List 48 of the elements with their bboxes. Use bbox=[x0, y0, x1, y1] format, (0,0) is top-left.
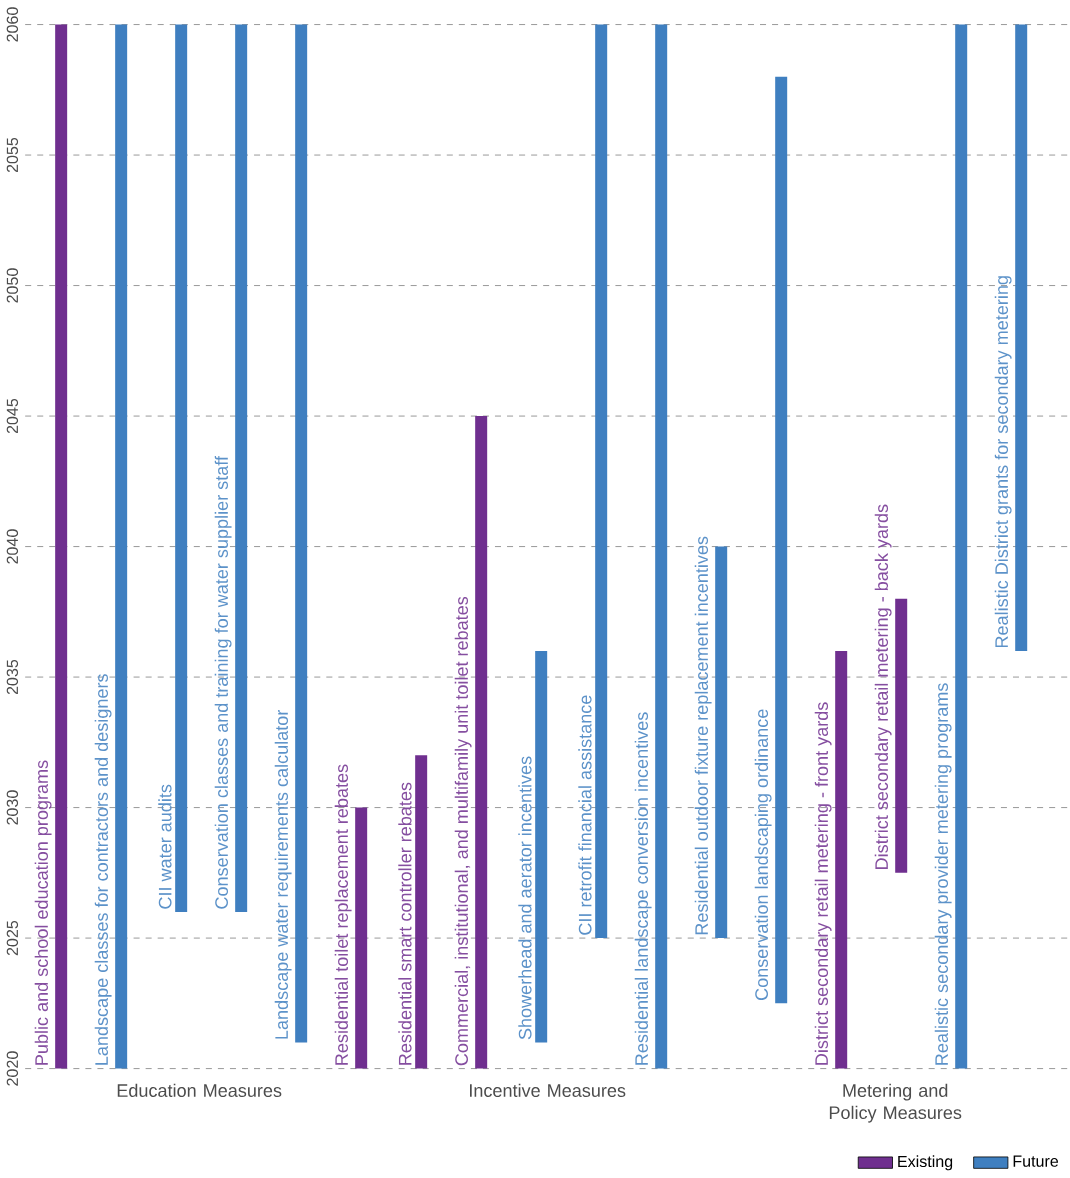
y-tick-label: 2040 bbox=[6, 529, 19, 564]
x-tick-label: Residential smart controller rebates bbox=[398, 782, 412, 1065]
x-tick-label: CII water audits bbox=[158, 784, 172, 909]
x-tick-label: District secondary retail metering - front yards bbox=[814, 702, 832, 1065]
x-tick-label: Landscape water requirements calculator bbox=[274, 709, 292, 1039]
y-tick-label: 2055 bbox=[6, 137, 19, 173]
legend-label: Future bbox=[1013, 1155, 1059, 1167]
y-tick-label: 2060 bbox=[6, 7, 19, 42]
x-tick-label: Commercial, institutional, and multifamily unit toilet rebates bbox=[454, 596, 472, 1066]
legend-label: Existing bbox=[898, 1155, 953, 1171]
bar bbox=[415, 755, 428, 1069]
x-tick-label: District secondary retail metering - back yards bbox=[874, 504, 892, 869]
bar bbox=[895, 598, 908, 873]
bar bbox=[1015, 24, 1028, 651]
x-tick-label: Realistic secondary provider metering programs bbox=[934, 683, 952, 1065]
y-tick-label: 2025 bbox=[6, 920, 19, 956]
x-tick-label: Residential toilet replacement rebates bbox=[334, 764, 352, 1065]
x-tick-label: Realistic District grants for secondary metering bbox=[994, 276, 1012, 648]
bar bbox=[715, 546, 728, 939]
y-tick-label: 2045 bbox=[6, 398, 19, 434]
y-tick-label: 2035 bbox=[6, 659, 19, 695]
x-tick-label: Residential outdoor fixture replacement incentives bbox=[694, 536, 712, 935]
x-tick-label: Public and school education programs bbox=[34, 760, 52, 1065]
y-tick-label: 2020 bbox=[6, 1051, 19, 1086]
bar bbox=[835, 650, 848, 1069]
text: Education Measures bbox=[117, 1083, 282, 1097]
bar bbox=[775, 76, 788, 1004]
x-tick-label: Conservation landscaping ordinance bbox=[754, 709, 772, 1001]
bar bbox=[55, 24, 68, 1069]
bar bbox=[655, 24, 668, 1069]
y-tick-label: 2050 bbox=[6, 268, 19, 303]
bar bbox=[295, 24, 308, 1043]
x-tick-label: Landscape classes for contractors and designers bbox=[94, 674, 112, 1065]
x-tick-label: Conservation classes and training for water supplier staff bbox=[214, 455, 232, 909]
bar bbox=[175, 24, 188, 912]
bar bbox=[475, 416, 488, 1069]
bar bbox=[955, 24, 968, 1069]
text: Incentive Measures bbox=[470, 1083, 626, 1097]
x-tick-label: Showerhead and aerator incentives bbox=[518, 756, 532, 1040]
text: Metering and Policy Measures bbox=[830, 1083, 962, 1123]
x-tick-label: Residential landscape conversion incentives bbox=[634, 712, 652, 1065]
bar bbox=[355, 807, 368, 1069]
bar bbox=[595, 24, 608, 939]
y-tick-label: 2030 bbox=[6, 790, 19, 825]
bar bbox=[235, 24, 248, 912]
bar bbox=[535, 650, 548, 1043]
bar bbox=[115, 24, 128, 1069]
x-tick-label: CII retrofit financial assistance bbox=[578, 695, 592, 935]
